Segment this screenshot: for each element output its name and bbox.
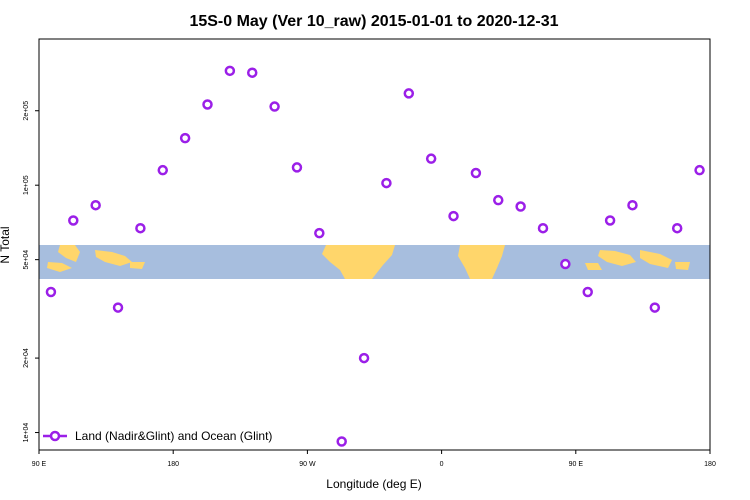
y-tick-label: 1e+05 [23,175,30,195]
y-axis: 1e+04 2e+04 5e+04 1e+05 2e+05 [23,101,39,443]
chart-title: 15S-0 May (Ver 10_raw) 2015-01-01 to 202… [189,13,558,30]
data-point [604,215,616,226]
land-south-america [322,245,395,279]
data-point [157,164,169,176]
data-point [112,302,124,313]
data-point [336,436,347,447]
land-islands-right [640,250,672,268]
land-africa [458,245,505,279]
land-islands-left [95,250,132,266]
land-islands-right-3 [675,262,690,270]
data-point [537,222,549,234]
legend-marker [49,430,61,442]
data-point [202,99,213,110]
data-point [649,302,661,313]
data-point [68,215,79,226]
land-australia-left [58,245,80,262]
data-point [627,199,638,211]
y-tick-label: 2e+04 [23,348,30,368]
land-islands-left-3 [130,262,145,269]
legend-entry: Land (Nadir&Glint) and Ocean (Glint) [75,429,272,443]
y-tick-label: 2e+05 [23,101,30,121]
x-tick-label: 90 W [299,461,316,468]
x-axis-label: Longitude (deg E) [326,477,421,491]
x-axis: 90 E 180 90 W 0 90 E 180 [32,450,716,468]
data-point [90,199,101,211]
x-tick-label: 180 [167,461,179,468]
x-tick-label: 0 [440,461,444,468]
data-point [694,164,705,176]
data-point [45,286,57,298]
data-point [314,227,325,239]
data-point [425,153,437,164]
data-point [582,286,593,298]
land-islands-left-2 [47,262,72,272]
data-point [246,67,258,78]
data-point [179,132,191,144]
data-point [381,177,392,189]
data-point [515,201,526,212]
x-tick-label: 180 [704,461,716,468]
x-tick-label: 90 E [32,461,47,468]
y-axis-label: N Total [0,226,12,263]
data-points [45,65,705,447]
plot-frame [38,38,711,451]
data-point [560,258,571,270]
world-map-strip [39,245,710,279]
data-point [403,88,415,99]
land-australia-right [598,250,636,266]
y-tick-label: 1e+04 [23,423,30,443]
data-point [448,210,459,222]
data-point [269,101,280,112]
x-tick-label: 90 E [569,461,584,468]
data-point [358,352,370,364]
legend: Land (Nadir&Glint) and Ocean (Glint) [43,429,272,443]
y-tick-label: 5e+04 [23,250,30,270]
data-point [671,222,683,234]
data-point [135,222,146,234]
data-point [470,167,482,179]
land-islands-right-2 [585,263,602,270]
data-point [291,162,303,173]
data-point [493,194,504,206]
data-point [224,65,236,77]
